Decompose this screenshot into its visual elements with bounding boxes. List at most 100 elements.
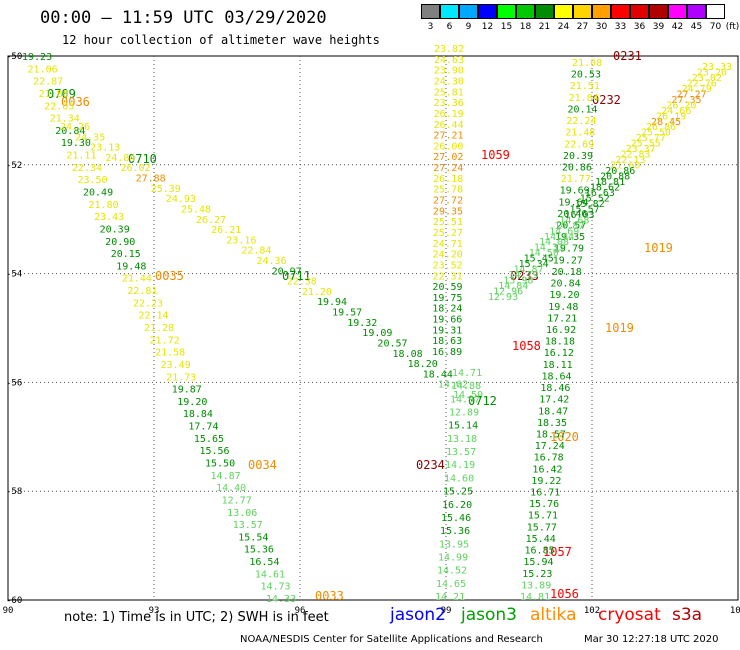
- legend-swatch: [668, 4, 687, 19]
- wave-height-value: 24.36: [257, 256, 287, 267]
- wave-height-value: 18.08: [393, 349, 423, 360]
- wave-height-value: 26.19: [656, 111, 686, 122]
- page-subtitle: 12 hour collection of altimeter wave hei…: [62, 33, 380, 47]
- wave-height-value: 15.71: [528, 511, 558, 522]
- wave-height-value: 26.02: [120, 163, 150, 174]
- wave-height-value: 21.28: [144, 323, 174, 334]
- wave-height-value: 25.55: [631, 139, 661, 150]
- legend-swatch: [516, 4, 535, 19]
- pass-time-label: 1020: [550, 430, 579, 444]
- wave-height-value: 13.57: [446, 447, 476, 458]
- wave-height-value: 24.93: [166, 194, 196, 205]
- legend-swatch: [459, 4, 478, 19]
- wave-height-value: 21.51: [570, 81, 600, 92]
- wave-height-value: 24.20: [433, 250, 463, 261]
- wave-height-value: 20.84: [551, 279, 581, 290]
- wave-height-value: 17.21: [547, 313, 577, 324]
- wave-height-value: 20.53: [571, 70, 601, 81]
- legend-label: 12: [481, 22, 494, 32]
- satellite-name-altika: altika: [530, 605, 577, 625]
- wave-height-value: 18.20: [408, 359, 438, 370]
- lat-tick-label: -60: [6, 596, 22, 606]
- pass-time-label: 0234: [416, 458, 445, 472]
- legend-label: 45: [690, 22, 703, 32]
- wave-height-value: 20.39: [563, 151, 593, 162]
- wave-height-value: 14.60: [444, 473, 474, 484]
- wave-height-value: 14.33: [534, 243, 564, 254]
- wave-height-value: 15.34: [519, 259, 549, 270]
- pass-time-label: 0710: [128, 152, 157, 166]
- wave-height-value: 26.20: [666, 100, 696, 111]
- wave-height-value: 21.72: [150, 335, 180, 346]
- wave-height-value: 29.35: [433, 206, 463, 217]
- wave-height-value: 14.19: [445, 460, 475, 471]
- legend-label: 70: [709, 22, 722, 32]
- wave-height-value: 21.06: [28, 64, 58, 75]
- wave-height-value: 20.49: [83, 188, 113, 199]
- pass-time-label: 0035: [155, 269, 184, 283]
- wave-height-value: 20.59: [432, 282, 462, 293]
- wave-height-value: 27.27: [677, 89, 707, 100]
- wave-height-value: 21.77: [561, 174, 591, 185]
- wave-height-value: 14.71: [452, 368, 482, 379]
- wave-height-value: 14.52: [437, 566, 467, 577]
- wave-height-value: 26.21: [211, 225, 241, 236]
- legend-swatch: [649, 4, 668, 19]
- wave-height-value: 27.21: [433, 131, 463, 142]
- wave-height-value: 14.50: [529, 248, 559, 259]
- pass-time-label: 1019: [644, 241, 673, 255]
- legend-label: 9: [465, 22, 472, 32]
- wave-height-value: 14.65: [436, 579, 466, 590]
- wave-height-value: 22.13: [615, 155, 645, 166]
- wave-height-value: 20.84: [55, 126, 85, 137]
- wave-height-value: 15.56: [199, 446, 229, 457]
- wave-height-value: 15.14: [448, 421, 478, 432]
- wave-height-value: 27.02: [433, 152, 463, 163]
- wave-height-value: 14.97: [450, 394, 480, 405]
- wave-height-value: 20.97: [272, 266, 302, 277]
- wave-height-value: 20.18: [552, 267, 582, 278]
- wave-height-value: 23.90: [434, 66, 464, 77]
- wave-height-value: 21.11: [66, 151, 96, 162]
- wave-height-value: 18.57: [536, 429, 566, 440]
- wave-height-value: 24.35: [75, 132, 105, 143]
- wave-height-value: 23.13: [90, 143, 120, 154]
- legend-label: 39: [652, 22, 665, 32]
- pass-time-label: 1056: [550, 587, 579, 601]
- wave-height-value: 26.44: [434, 120, 464, 131]
- lat-tick-label: -56: [6, 378, 22, 388]
- wave-height-value: 19.22: [531, 476, 561, 487]
- legend-label: 36: [633, 22, 646, 32]
- wave-height-value: 20.86: [562, 162, 592, 173]
- wave-height-value: 24.26: [60, 122, 90, 133]
- wave-height-value: 22.38: [287, 277, 317, 288]
- wave-height-value: 22.05: [44, 101, 74, 112]
- wave-height-value: 25.50: [641, 128, 671, 139]
- wave-height-value: 21.80: [89, 200, 119, 211]
- legend-label: 24: [557, 22, 570, 32]
- wave-height-value: 15.44: [526, 534, 556, 545]
- lon-tick-label: 96: [295, 606, 306, 616]
- pass-time-label: 0232: [592, 93, 621, 107]
- pass-time-label: 0712: [468, 394, 497, 408]
- wave-height-value: 14.84: [498, 281, 528, 292]
- legend-unit: (ft): [725, 22, 740, 32]
- wave-height-value: 18.64: [541, 371, 571, 382]
- wave-height-value: 21.34: [50, 114, 80, 125]
- wave-height-value: 20.14: [567, 104, 597, 115]
- wave-height-value: 15.82: [575, 199, 605, 210]
- wave-height-value: 14.59: [453, 390, 483, 401]
- wave-height-value: 21.80: [39, 89, 69, 100]
- wave-height-value: 25.77: [636, 133, 666, 144]
- legend-swatch: [687, 4, 706, 19]
- wave-height-value: 17.24: [535, 441, 565, 452]
- wave-height-value: 19.75: [432, 293, 462, 304]
- wave-height-value: 12.77: [222, 495, 252, 506]
- wave-height-value: 23.33: [702, 62, 732, 73]
- wave-height-value: 21.84: [569, 93, 599, 104]
- wave-height-value: 15.65: [194, 434, 224, 445]
- wave-height-value: 15.36: [440, 526, 470, 537]
- wave-height-value: 19.79: [554, 244, 584, 255]
- wave-height-value: 22.31: [433, 271, 463, 282]
- wave-height-value: 16.20: [442, 500, 472, 511]
